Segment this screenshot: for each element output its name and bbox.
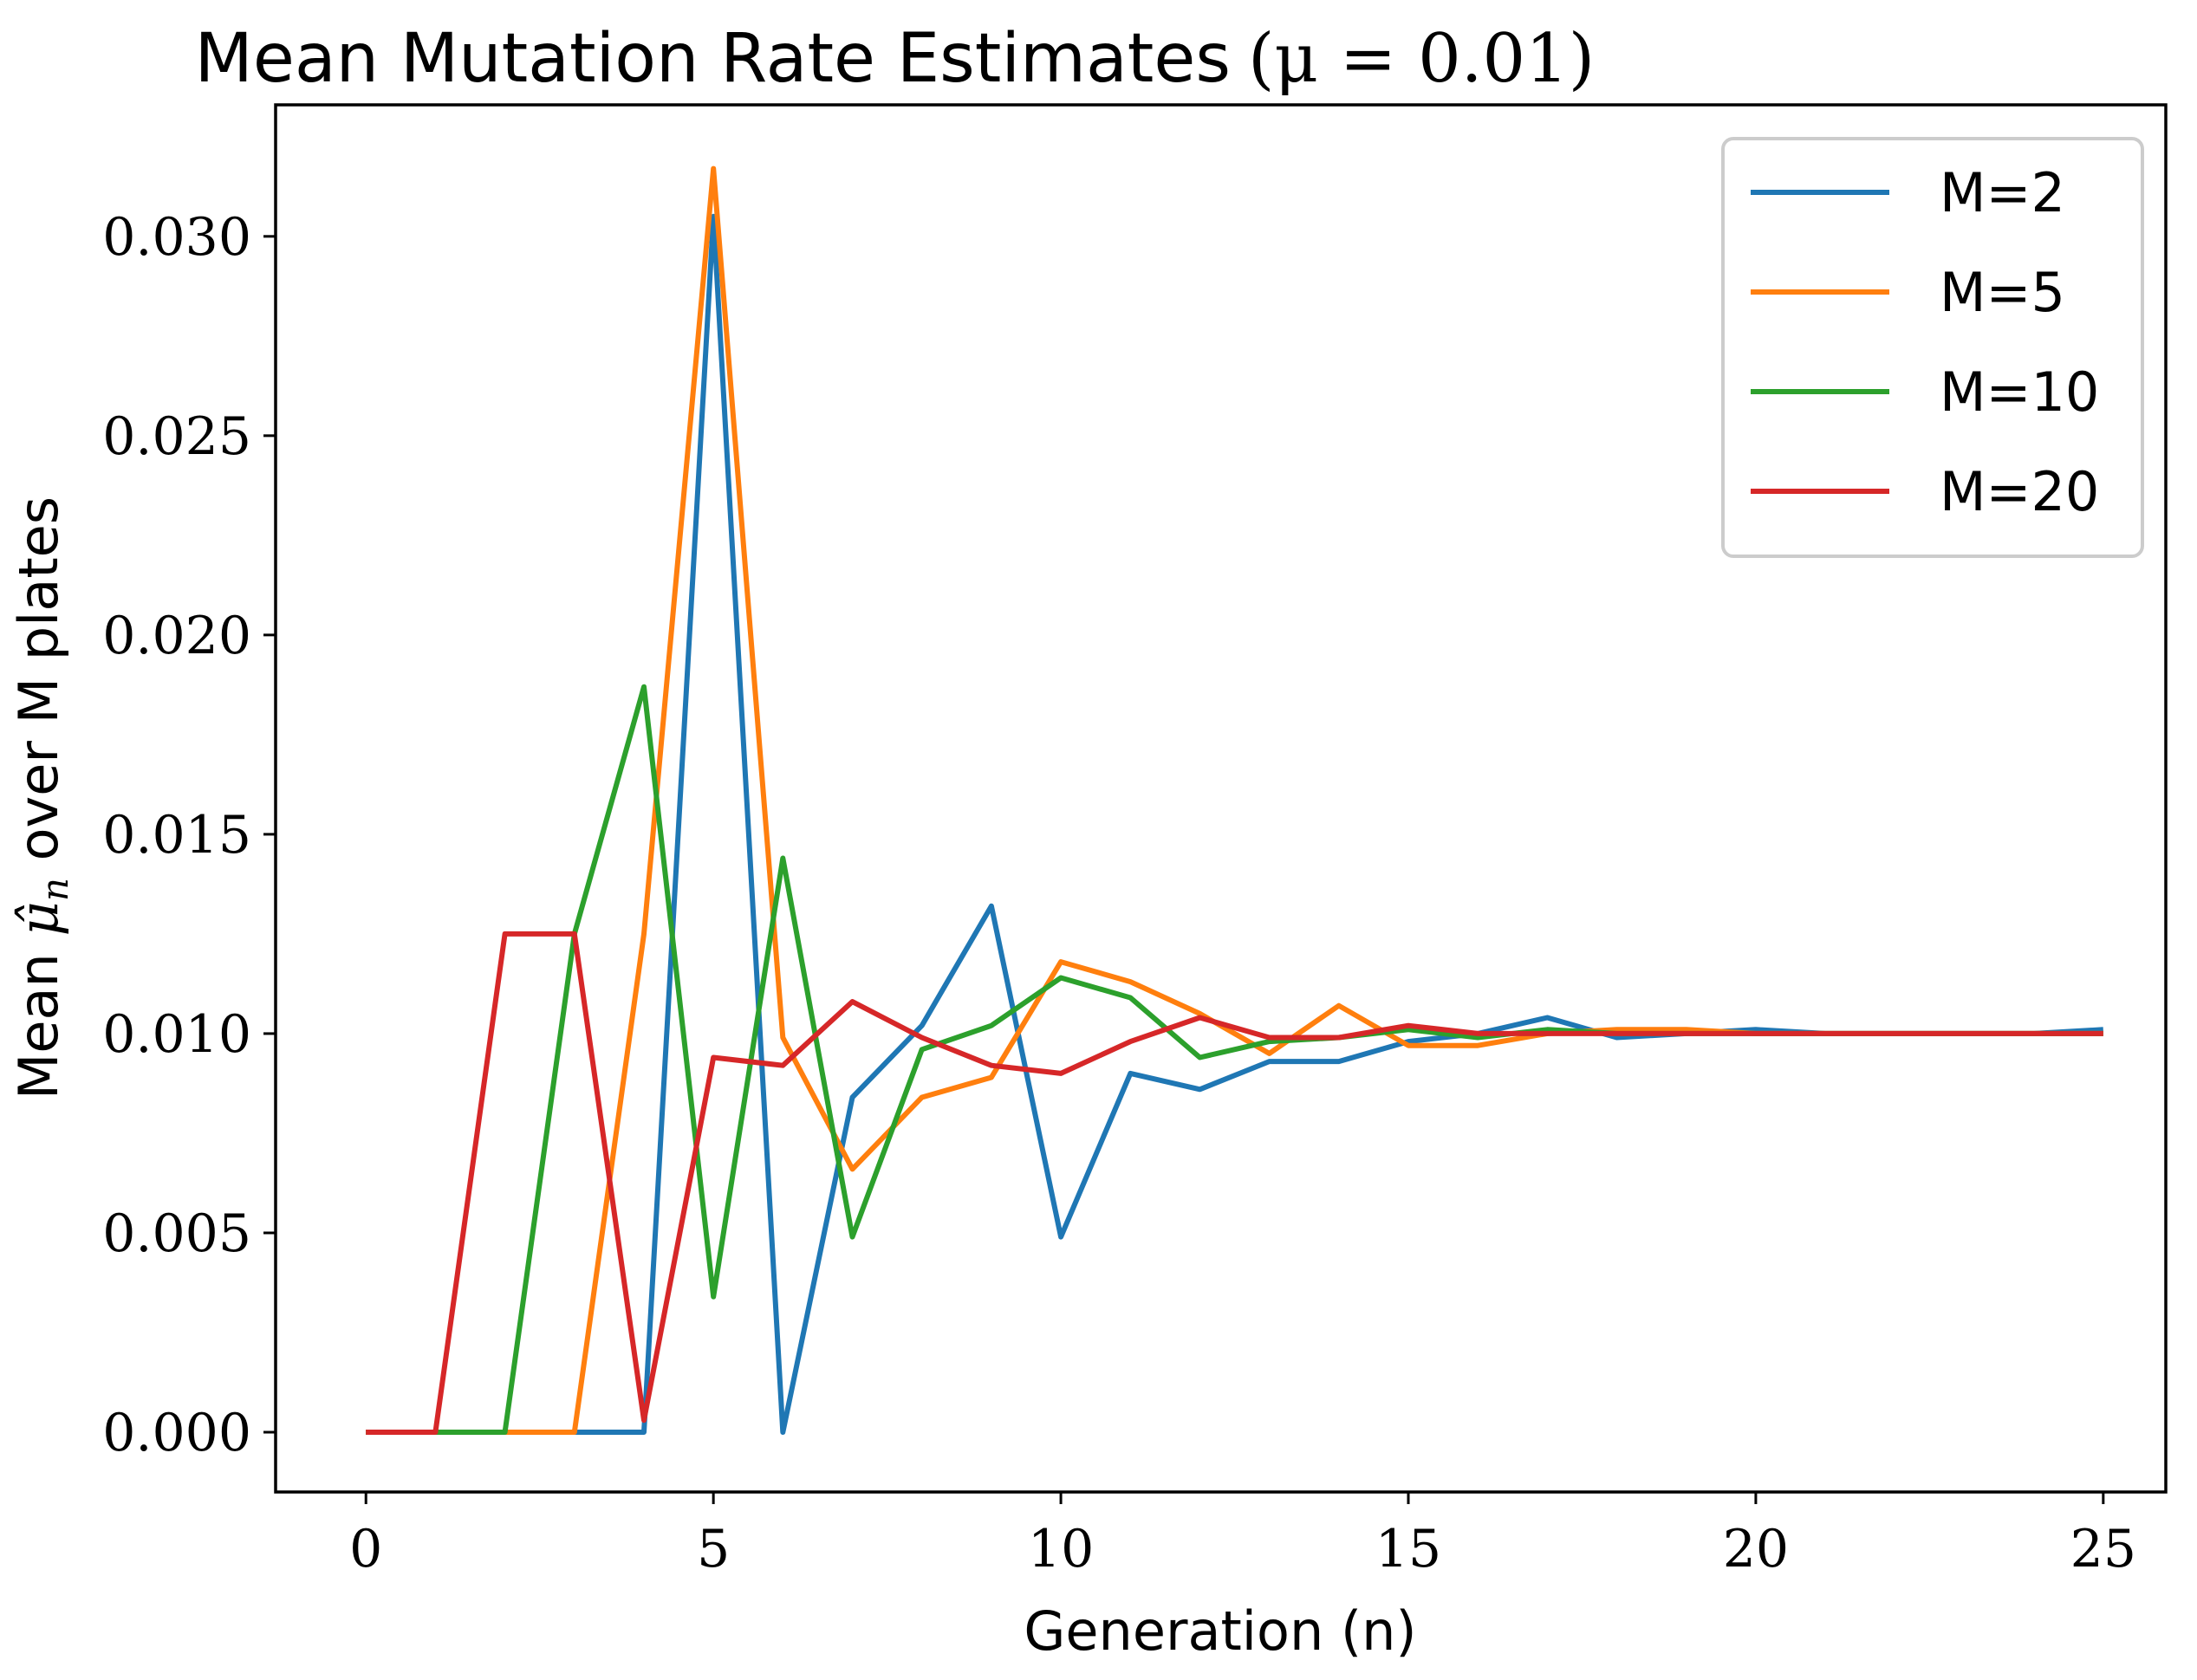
x-axis-ticks: 0 5 10 15 20 25 (349, 1492, 2136, 1579)
chart-title: Mean Mutation Rate Estimates (μ = 0.01) (195, 20, 1596, 98)
plot-frame (274, 103, 2168, 1494)
legend-box (1721, 137, 2144, 558)
y-tick-label: 0.020 (102, 606, 251, 666)
y-tick-label: 0.005 (102, 1203, 251, 1264)
x-tick-label: 0 (349, 1519, 382, 1579)
y-axis-label-subscript: n (34, 878, 76, 901)
series-lines (366, 165, 2103, 1435)
y-tick-label: 0.015 (102, 805, 251, 866)
legend-label-m-5: M=5 (1940, 261, 2065, 324)
legend-entries: M=2 M=5 M=10 M=20 (1751, 161, 2099, 523)
x-tick-label: 10 (1028, 1519, 1094, 1579)
x-tick-label: 5 (697, 1519, 730, 1579)
x-tick-label: 25 (2070, 1519, 2136, 1579)
y-tick-label: 0.025 (102, 406, 251, 467)
y-axis-ticks: 0.000 0.005 0.010 0.015 0.020 0.025 0.030 (102, 207, 276, 1463)
x-axis-label: Generation (n) (1024, 1599, 1416, 1663)
x-tick-label: 20 (1723, 1519, 1789, 1579)
legend: M=2 M=5 M=10 M=20 (1721, 137, 2144, 558)
legend-label-m-10: M=10 (1940, 360, 2099, 424)
chart-title-text: Mean Mutation Rate Estimates (195, 20, 1231, 98)
x-tick-label: 15 (1375, 1519, 1441, 1579)
y-axis-label-prefix: Mean (7, 936, 70, 1099)
y-axis-label-suffix: over M plates (7, 496, 70, 878)
legend-label-m-2: M=2 (1940, 161, 2065, 224)
legend-label-m-20: M=20 (1940, 460, 2099, 523)
y-tick-label: 0.000 (102, 1403, 251, 1463)
chart-title-math: (μ = 0.01) (1248, 20, 1595, 98)
y-axis-label-symbol: μ̂ (7, 901, 70, 936)
y-axis-label-text: Mean μ̂n over M plates (7, 496, 76, 1099)
y-tick-label: 0.030 (102, 207, 251, 268)
series-line-m-20 (366, 931, 2103, 1435)
y-tick-label: 0.010 (102, 1004, 251, 1065)
y-axis-label: Mean μ̂n over M plates (7, 496, 76, 1099)
